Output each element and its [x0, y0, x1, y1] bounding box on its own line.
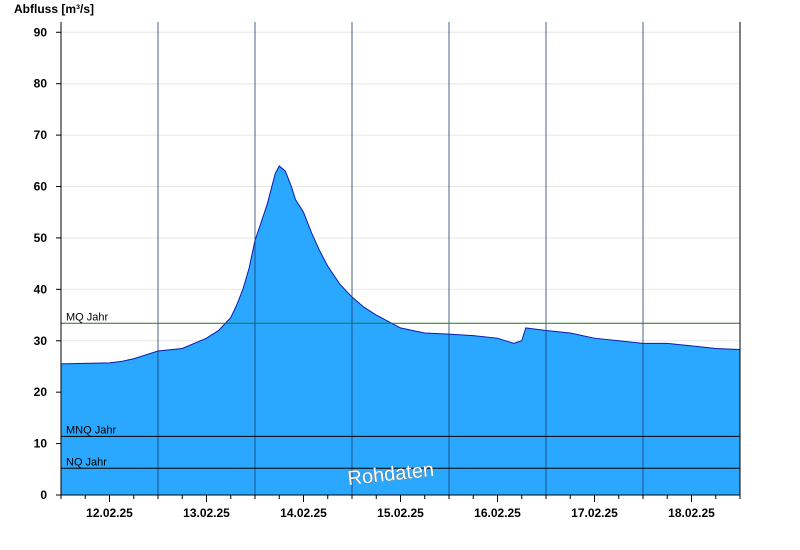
y-tick-label-70: 70 — [34, 128, 48, 142]
y-axis-label: Abfluss [m³/s] — [14, 2, 94, 16]
x-tick-label-5: 17.02.25 — [571, 506, 618, 520]
reference-line-label-2: NQ Jahr — [66, 456, 107, 468]
x-tick-label-3: 15.02.25 — [377, 506, 424, 520]
x-tick-labels: 12.02.25 13.02.25 14.02.25 15.02.25 16.02.25… — [60, 495, 741, 520]
discharge-area — [61, 165, 740, 495]
reference-line-label-1: MNQ Jahr — [66, 424, 116, 436]
y-tick-label-0: 0 — [40, 488, 47, 502]
reference-line-label-0: MQ Jahr — [66, 311, 109, 323]
reference-lines: MQ Jahr MNQ Jahr NQ Jahr — [61, 311, 740, 469]
x-tick-label-6: 18.02.25 — [668, 506, 715, 520]
y-tick-label-20: 20 — [34, 385, 48, 399]
x-tick-label-4: 16.02.25 — [474, 506, 521, 520]
y-tick-label-40: 40 — [34, 282, 48, 296]
x-tick-label-2: 14.02.25 — [280, 506, 327, 520]
y-tick-label-30: 30 — [34, 334, 48, 348]
x-tick-label-1: 13.02.25 — [183, 506, 230, 520]
y-tick-label-90: 90 — [34, 25, 48, 39]
y-tick-labels: 0 10 20 30 40 50 60 70 80 90 — [34, 25, 61, 502]
x-tick-label-0: 12.02.25 — [86, 506, 133, 520]
y-tick-label-60: 60 — [34, 180, 48, 194]
y-tick-label-80: 80 — [34, 77, 48, 91]
discharge-line — [60, 165, 741, 365]
series-area — [60, 165, 741, 495]
day-separators — [157, 22, 644, 495]
y-tick-label-10: 10 — [34, 437, 48, 451]
y-tick-label-50: 50 — [34, 231, 48, 245]
